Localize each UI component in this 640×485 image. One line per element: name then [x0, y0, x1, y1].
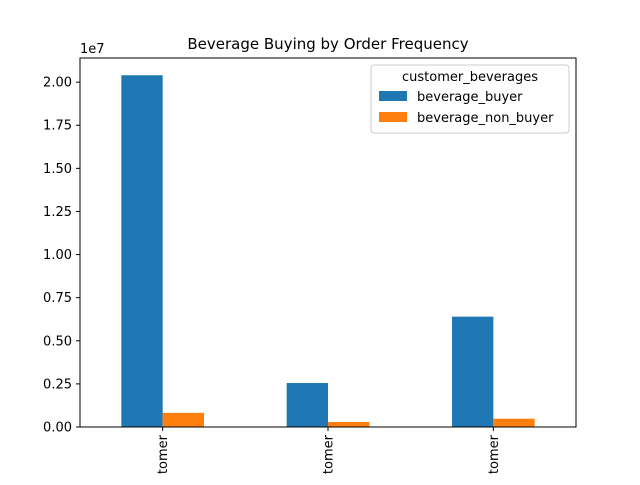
legend-title: customer_beverages — [402, 70, 538, 85]
y-tick-label: 0.00 — [43, 421, 72, 436]
y-tick-label: 1.50 — [43, 162, 72, 177]
y-axis-offset-label: 1e7 — [80, 42, 105, 57]
y-tick-label: 0.50 — [43, 334, 72, 349]
bar-beverage-non-buyer-2 — [328, 421, 370, 427]
plot-frame — [79, 57, 577, 428]
bar-beverage-buyer-2 — [286, 383, 328, 427]
x-axis: tomer tomer tomer — [156, 427, 502, 474]
legend-label-beverage-non-buyer: beverage_non_buyer — [417, 111, 554, 126]
y-tick-label: 1.00 — [43, 248, 72, 263]
y-tick-label: 2.00 — [43, 76, 72, 91]
chart-title: Beverage Buying by Order Frequency — [187, 35, 468, 53]
x-tick-label: tomer — [156, 434, 171, 474]
legend-swatch-beverage-non-buyer — [379, 112, 407, 122]
x-tick-label: tomer — [487, 434, 502, 474]
y-tick-label: 0.75 — [43, 291, 72, 306]
y-axis: 0.00 0.25 0.50 0.75 1.00 1.25 1.50 1.75 2.00 — [43, 76, 80, 436]
legend-swatch-beverage-buyer — [379, 91, 407, 101]
legend: customer_beverages beverage_buyerbeverag… — [370, 64, 570, 134]
bar-beverage-non-buyer-1 — [162, 412, 204, 427]
y-tick-label: 0.25 — [43, 377, 72, 392]
legend-items: beverage_buyer beverage_non_buyer — [379, 90, 554, 126]
bar-beverage-buyer-1 — [121, 75, 163, 428]
y-tick-label: 1.25 — [43, 205, 72, 220]
legend-box — [370, 64, 570, 134]
bars-group — [121, 75, 535, 428]
x-tick-label: tomer — [322, 434, 337, 474]
legend-label-beverage-buyer: beverage_buyer — [417, 90, 523, 105]
bar-beverage-buyer-3 — [452, 316, 494, 427]
bar-beverage-non-buyer-3 — [493, 418, 535, 427]
y-tick-label: 1.75 — [43, 119, 72, 134]
